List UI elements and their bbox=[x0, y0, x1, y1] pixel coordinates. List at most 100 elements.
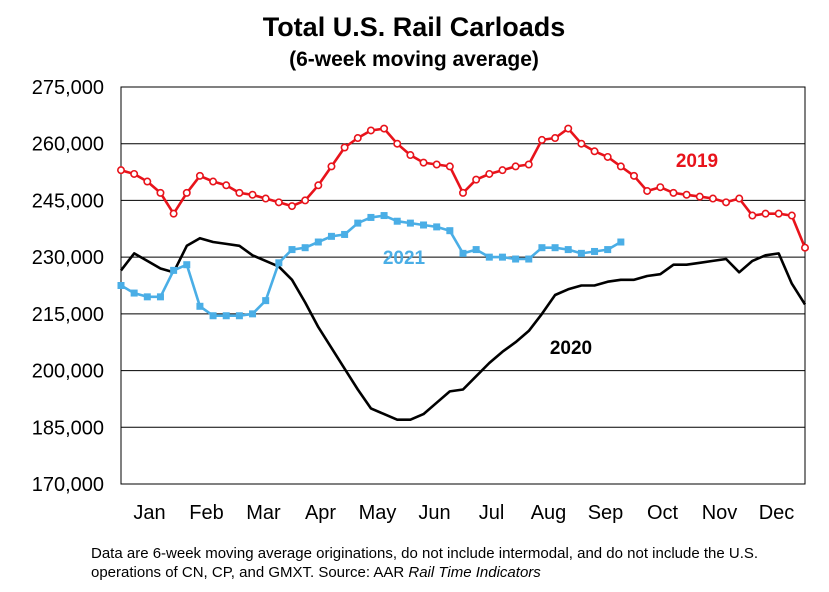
data-point-2019 bbox=[432, 160, 441, 169]
data-point-2019 bbox=[761, 209, 770, 218]
y-tick-label: 245,000 bbox=[32, 190, 104, 212]
data-point-2021 bbox=[433, 223, 441, 231]
x-tick-label: Jan bbox=[133, 502, 165, 524]
data-point-2021 bbox=[209, 312, 217, 320]
series-line-2020 bbox=[119, 236, 807, 422]
data-point-2019 bbox=[169, 209, 178, 218]
series-label-2020: 2020 bbox=[550, 338, 592, 359]
data-point-2021 bbox=[498, 253, 506, 261]
y-axis: 170,000 185,000 200,000 215,000 230,000 245,0… bbox=[32, 77, 104, 496]
y-tick-label: 200,000 bbox=[32, 361, 104, 383]
x-tick-label: Mar bbox=[246, 502, 281, 524]
x-tick-label: Jun bbox=[418, 502, 450, 524]
data-point-2021 bbox=[130, 289, 138, 297]
data-point-2021 bbox=[551, 244, 559, 252]
data-point-2021 bbox=[156, 293, 164, 301]
data-point-2019 bbox=[143, 177, 152, 186]
data-point-2021 bbox=[235, 312, 243, 320]
y-tick-label: 215,000 bbox=[32, 304, 104, 326]
data-point-2021 bbox=[472, 246, 480, 254]
data-point-2019 bbox=[419, 158, 428, 167]
plot-frame bbox=[120, 86, 806, 485]
x-tick-label: Aug bbox=[531, 502, 567, 524]
x-tick-label: Oct bbox=[647, 502, 679, 524]
data-point-2019 bbox=[222, 181, 231, 190]
data-point-2021 bbox=[420, 221, 428, 229]
data-point-2019 bbox=[314, 181, 323, 190]
data-point-2021 bbox=[301, 244, 309, 252]
data-point-2021 bbox=[314, 238, 322, 246]
footnote-text: Data are 6-week moving average originati… bbox=[91, 545, 759, 581]
y-tick-label: 185,000 bbox=[32, 417, 104, 439]
data-point-2019 bbox=[248, 190, 257, 199]
data-point-2019 bbox=[458, 188, 467, 197]
data-point-2021 bbox=[288, 246, 296, 254]
data-point-2021 bbox=[327, 232, 335, 240]
data-point-2019 bbox=[274, 198, 283, 207]
data-point-2021 bbox=[538, 244, 546, 252]
data-point-2021 bbox=[170, 266, 178, 274]
data-point-2019 bbox=[577, 139, 586, 148]
data-point-2021 bbox=[117, 282, 125, 289]
data-point-2019 bbox=[590, 147, 599, 156]
series-label-2021: 2021 bbox=[383, 248, 426, 269]
series-group bbox=[117, 124, 809, 422]
data-point-2021 bbox=[564, 246, 572, 254]
y-tick-label: 170,000 bbox=[32, 474, 104, 496]
data-point-2021 bbox=[275, 259, 283, 267]
data-point-2019 bbox=[445, 162, 454, 171]
data-point-2019 bbox=[722, 198, 731, 207]
grid-lines bbox=[121, 143, 805, 428]
data-point-2019 bbox=[629, 171, 638, 180]
x-tick-label: Apr bbox=[305, 502, 336, 524]
data-point-2019 bbox=[182, 188, 191, 197]
data-point-2019 bbox=[366, 126, 375, 135]
data-point-2019 bbox=[235, 188, 244, 197]
data-point-2019 bbox=[485, 169, 494, 178]
footnote: Data are 6-week moving average originati… bbox=[91, 544, 821, 582]
data-point-2021 bbox=[577, 249, 585, 257]
series-2019 bbox=[117, 124, 809, 252]
data-point-2019 bbox=[748, 211, 757, 220]
data-point-2019 bbox=[695, 192, 704, 201]
data-point-2021 bbox=[525, 255, 533, 263]
series-2020 bbox=[119, 236, 807, 422]
data-point-2021 bbox=[459, 249, 467, 257]
y-tick-label: 275,000 bbox=[32, 77, 104, 99]
data-point-2021 bbox=[183, 261, 191, 269]
data-point-2019 bbox=[603, 152, 612, 161]
data-point-2021 bbox=[406, 219, 414, 227]
data-point-2019 bbox=[708, 194, 717, 203]
data-point-2021 bbox=[249, 310, 257, 318]
data-point-2019 bbox=[511, 162, 520, 171]
series-2021 bbox=[117, 212, 625, 320]
data-point-2019 bbox=[774, 209, 783, 218]
x-tick-label: Feb bbox=[189, 502, 223, 524]
x-tick-label: Nov bbox=[702, 502, 738, 524]
y-tick-label: 230,000 bbox=[32, 247, 104, 269]
data-point-2019 bbox=[669, 188, 678, 197]
data-point-2019 bbox=[287, 202, 296, 211]
data-point-2019 bbox=[537, 135, 546, 144]
data-point-2019 bbox=[195, 171, 204, 180]
data-point-2019 bbox=[682, 190, 691, 199]
data-point-2019 bbox=[787, 211, 796, 220]
data-point-2019 bbox=[340, 143, 349, 152]
data-point-2019 bbox=[800, 243, 809, 252]
data-point-2019 bbox=[616, 162, 625, 171]
y-tick-label: 260,000 bbox=[32, 134, 104, 156]
data-point-2021 bbox=[591, 247, 599, 255]
data-point-2019 bbox=[393, 139, 402, 148]
data-point-2021 bbox=[604, 246, 612, 254]
footnote-source: Rail Time Indicators bbox=[408, 564, 541, 581]
data-point-2019 bbox=[380, 124, 389, 133]
data-point-2021 bbox=[617, 238, 625, 246]
data-point-2019 bbox=[564, 124, 573, 133]
data-point-2021 bbox=[196, 302, 204, 310]
data-point-2019 bbox=[524, 160, 533, 169]
chart-title: Total U.S. Rail Carloads bbox=[263, 12, 566, 42]
data-point-2021 bbox=[262, 297, 270, 305]
data-point-2021 bbox=[341, 230, 349, 238]
series-label-2019: 2019 bbox=[676, 151, 718, 172]
